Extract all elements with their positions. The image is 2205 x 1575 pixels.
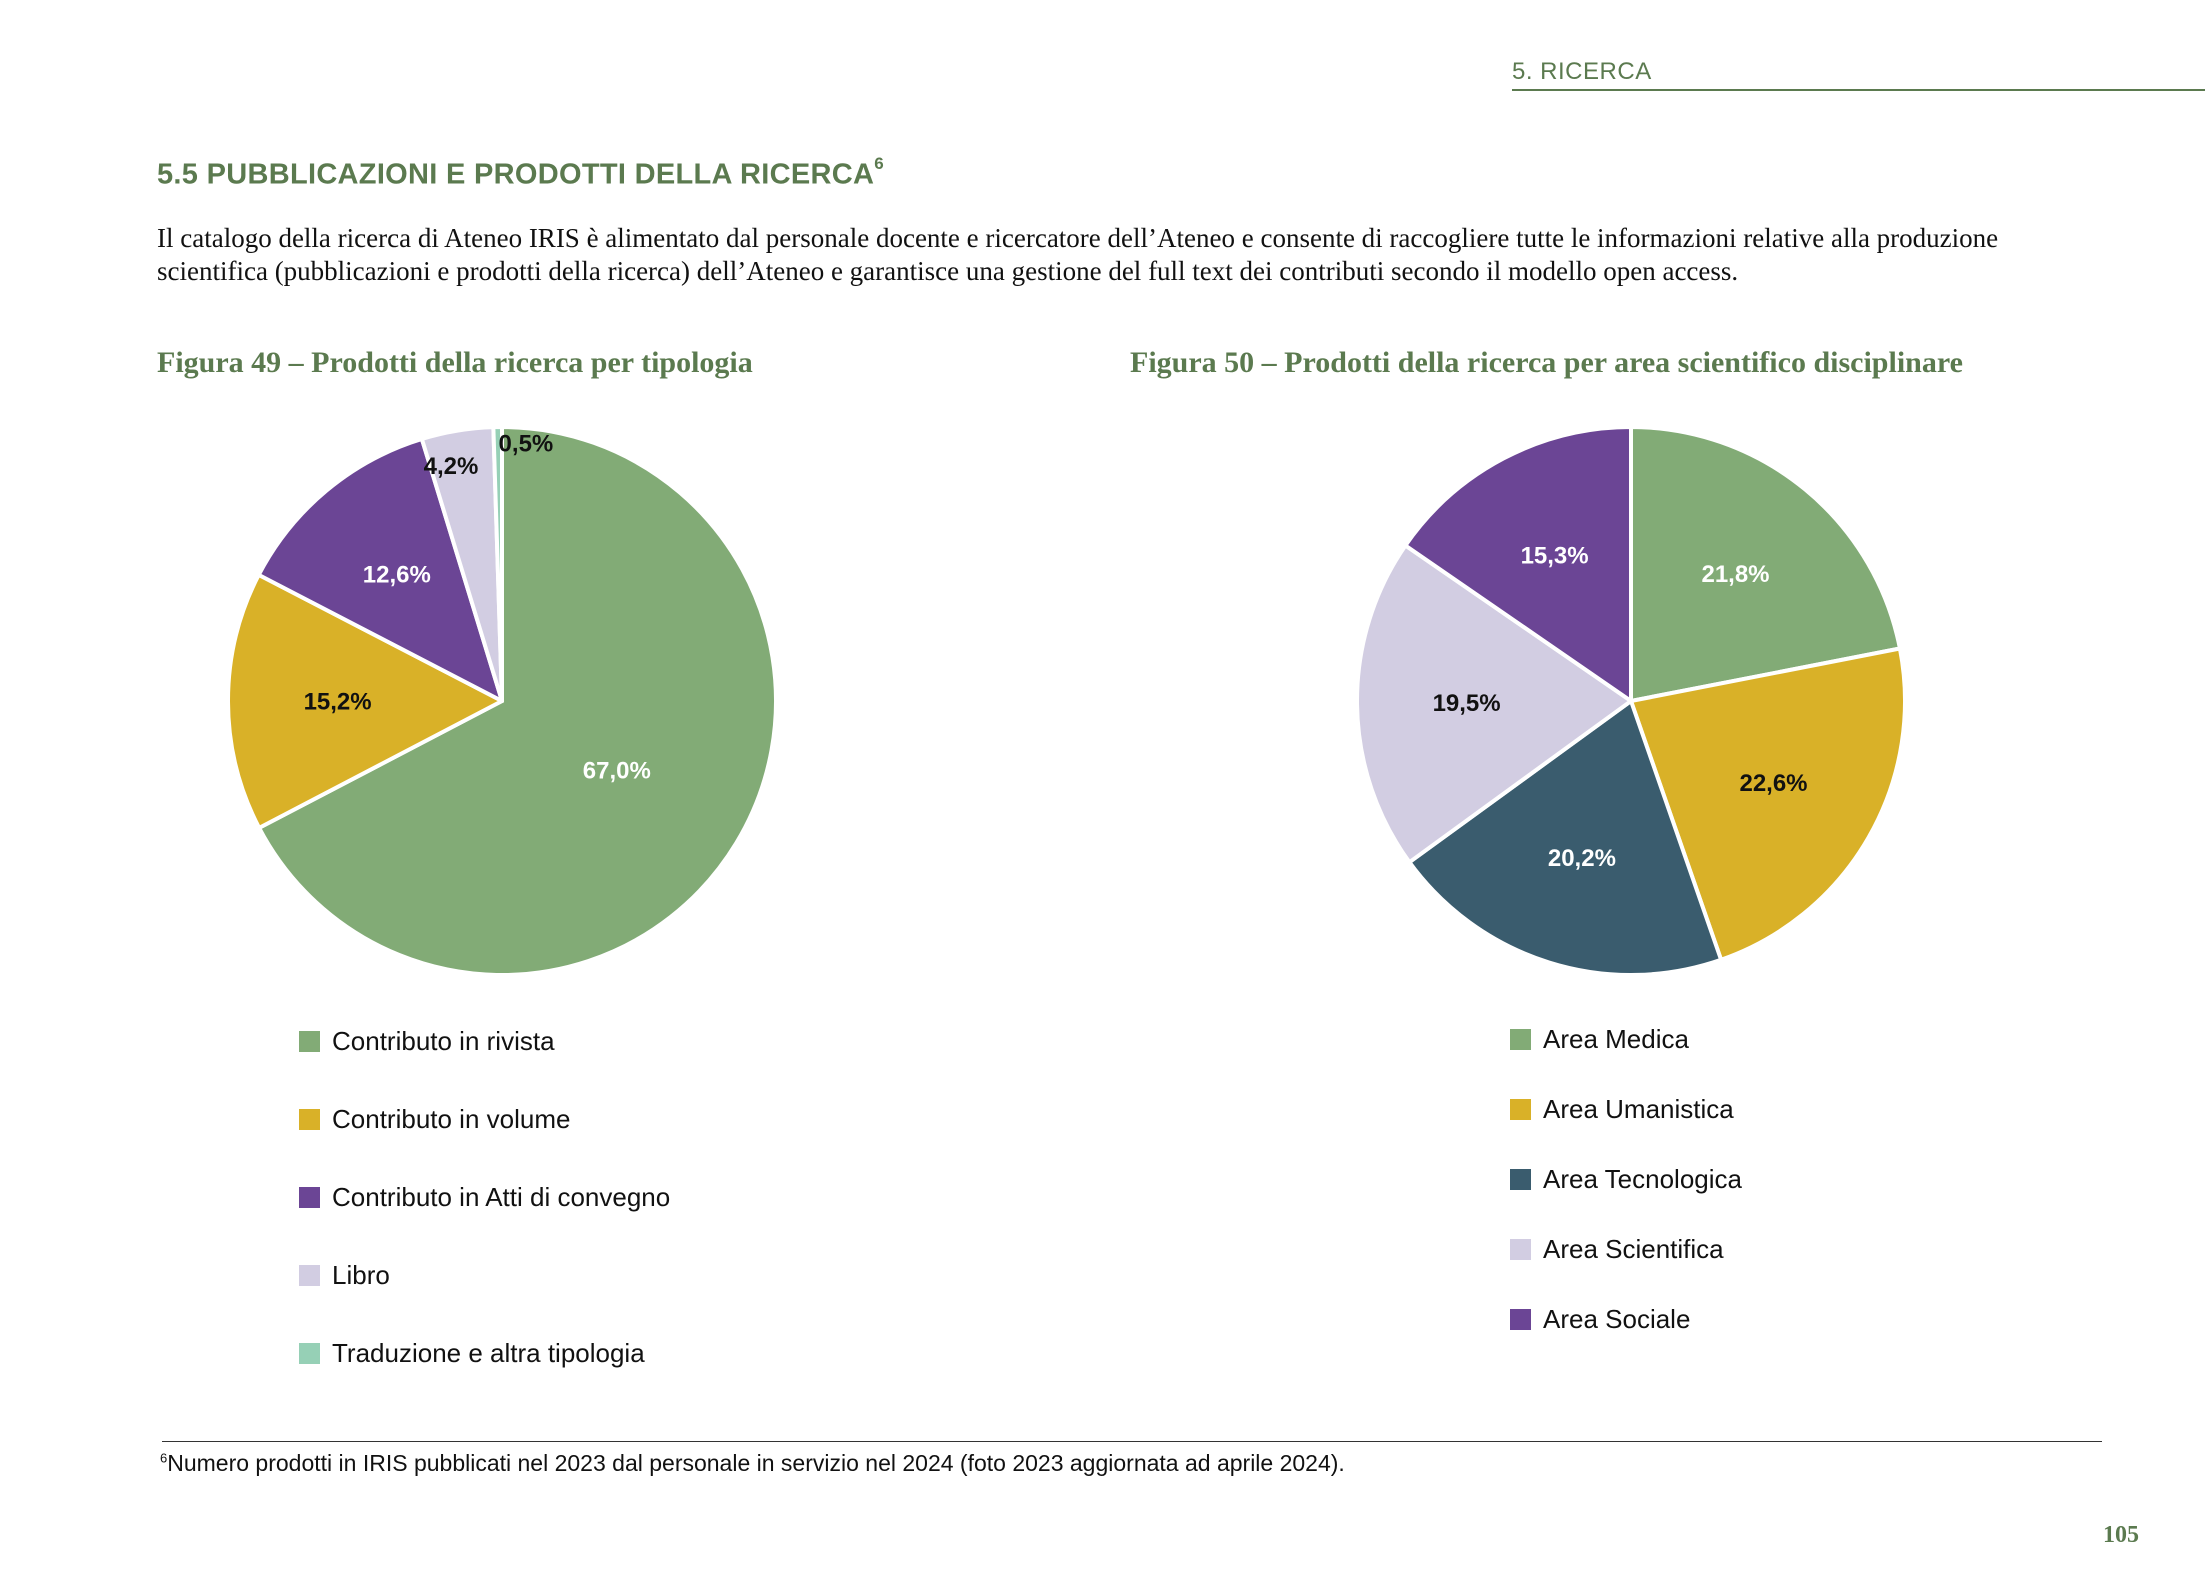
data-label: 20,2% xyxy=(1548,845,1616,872)
legend-label: Contributo in rivista xyxy=(332,1026,555,1056)
legend-swatch xyxy=(1510,1029,1531,1050)
legend-label: Area Scientifica xyxy=(1543,1234,1724,1264)
data-label: 22,6% xyxy=(1739,770,1807,797)
data-label: 12,6% xyxy=(363,562,431,589)
intro-paragraph: Il catalogo della ricerca di Ateneo IRIS… xyxy=(157,223,1999,286)
legend-swatch xyxy=(1510,1309,1531,1330)
page-number: 105 xyxy=(2103,1522,2139,1548)
legend-swatch xyxy=(1510,1239,1531,1260)
figure-50-pie: 21,8% 22,6% 20,2% 19,5% 15,3% xyxy=(1355,425,1907,977)
legend-item: Area Scientifica xyxy=(1510,1234,1724,1265)
pie-slice-fig50-2 xyxy=(1629,646,1907,962)
running-head: 5. RICERCA xyxy=(1512,58,1652,85)
footnote-mark: 6 xyxy=(160,1450,168,1466)
legend-label: Contributo in Atti di convegno xyxy=(332,1182,671,1212)
pie-slice-fig50-1 xyxy=(1629,425,1902,703)
legend-label: Traduzione e altra tipologia xyxy=(332,1338,645,1368)
legend-label: Area Sociale xyxy=(1543,1304,1691,1334)
footnote-reference[interactable]: 6 xyxy=(874,154,884,173)
legend-item: Contributo in Atti di convegno xyxy=(299,1182,670,1213)
data-label: 4,2% xyxy=(424,453,479,480)
figure-49-title: Figura 49 – Prodotti della ricerca per t… xyxy=(157,346,753,379)
data-label: 15,2% xyxy=(304,688,372,715)
pie-slice-fig49-2 xyxy=(225,572,504,830)
section-heading: 5.5 PUBBLICAZIONI E PRODOTTI DELLA RICER… xyxy=(157,154,884,192)
footnote-text: Numero prodotti in IRIS pubblicati nel 2… xyxy=(167,1450,1345,1476)
pie-slice-fig49-1 xyxy=(257,425,778,977)
figure-50-title: Figura 50 – Prodotti della ricerca per a… xyxy=(1130,346,1963,379)
footnote: 6Numero prodotti in IRIS pubblicati nel … xyxy=(160,1450,1345,1477)
footnote-rule xyxy=(162,1441,2102,1442)
legend-swatch xyxy=(299,1265,320,1286)
data-label: 0,5% xyxy=(499,431,554,458)
pie-slice-fig49-5 xyxy=(491,425,504,703)
legend-item: Area Tecnologica xyxy=(1510,1164,1742,1195)
data-label: 19,5% xyxy=(1433,690,1501,717)
legend-item: Libro xyxy=(299,1260,390,1291)
legend-label: Area Medica xyxy=(1543,1024,1689,1054)
pie-slice-fig50-3 xyxy=(1407,699,1724,977)
figure-49-pie: 67,0% 15,2% 12,6% 4,2% 0,5% xyxy=(225,425,778,977)
pie-slice-fig50-4 xyxy=(1355,543,1633,865)
legend-item: Contributo in volume xyxy=(299,1104,570,1135)
legend-swatch xyxy=(1510,1099,1531,1120)
legend-swatch xyxy=(299,1109,320,1130)
running-head-rule xyxy=(1512,89,2205,91)
legend-swatch xyxy=(299,1187,320,1208)
legend-item: Area Medica xyxy=(1510,1024,1689,1055)
legend-swatch xyxy=(1510,1169,1531,1190)
legend-item: Traduzione e altra tipologia xyxy=(299,1338,645,1369)
legend-label: Libro xyxy=(332,1260,390,1290)
legend-item: Contributo in rivista xyxy=(299,1026,555,1057)
legend-swatch xyxy=(299,1343,320,1364)
legend-swatch xyxy=(299,1031,320,1052)
section-heading-text: 5.5 PUBBLICAZIONI E PRODOTTI DELLA RICER… xyxy=(157,158,875,191)
legend-item: Area Umanistica xyxy=(1510,1094,1734,1125)
pie-slice-fig50-5 xyxy=(1403,425,1633,703)
legend-label: Area Umanistica xyxy=(1543,1094,1734,1124)
data-label: 21,8% xyxy=(1701,561,1769,588)
data-label: 15,3% xyxy=(1521,542,1589,569)
legend-item: Area Sociale xyxy=(1510,1304,1690,1335)
data-label: 67,0% xyxy=(583,758,651,785)
legend-label: Area Tecnologica xyxy=(1543,1164,1742,1194)
legend-label: Contributo in volume xyxy=(332,1104,571,1134)
